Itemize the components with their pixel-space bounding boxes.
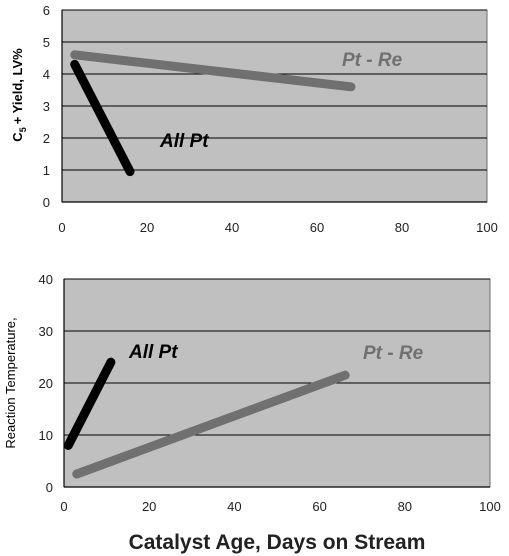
gridlines	[63, 278, 490, 488]
series-line-all-pt	[70, 59, 135, 177]
y-axis-title: C5+ Yield, LV%	[10, 48, 28, 142]
series-lines	[63, 357, 350, 479]
tick-labels: 0 20 40 60 80 100 0 1 2 3 4 5 6	[43, 3, 498, 235]
temperature-chart: 0 20 40 60 80 100 0 10 20 30 40 All Pt Pt - Re Reac…	[3, 272, 501, 514]
series-line-pt-re	[70, 50, 356, 92]
y-tick-label: 3	[43, 99, 50, 114]
y-tick-label: 2	[43, 131, 50, 146]
x-tick-label: 40	[227, 499, 241, 514]
series-label: Pt - Re	[342, 50, 403, 71]
y-tick-label: 1	[43, 163, 50, 178]
x-tick-label: 20	[142, 499, 156, 514]
x-axis-title: Catalyst Age, Days on Stream	[129, 531, 426, 554]
y-tick-label: 4	[43, 67, 50, 82]
x-tick-label: 60	[310, 220, 324, 235]
y-tick-label: 30	[39, 324, 53, 339]
series-line-pt-re	[72, 370, 350, 479]
series-label: All Pt	[159, 131, 209, 152]
y-tick-label: 0	[46, 480, 53, 495]
series-line-all-pt	[63, 357, 116, 450]
y-axis-title: Reaction Temperature,	[3, 317, 18, 448]
x-tick-label: 0	[60, 499, 67, 514]
x-tick-label: 80	[398, 499, 412, 514]
y-tick-label: 10	[39, 428, 53, 443]
x-tick-label: 100	[476, 220, 498, 235]
yield-chart: 0 20 40 60 80 100 0 1 2 3 4 5 6 All Pt Pt - Re C5+ Yi…	[10, 3, 498, 235]
x-tick-label: 20	[140, 220, 154, 235]
x-tick-label: 0	[58, 220, 65, 235]
series-lines	[70, 50, 356, 177]
x-tick-label: 80	[395, 220, 409, 235]
series-label: All Pt	[128, 342, 178, 363]
tick-labels: 0 20 40 60 80 100 0 10 20 30 40	[39, 272, 501, 514]
y-tick-label: 6	[43, 3, 50, 18]
y-tick-label: 0	[43, 195, 50, 210]
y-tick-label: 40	[39, 272, 53, 287]
y-tick-label: 20	[39, 376, 53, 391]
series-labels: All Pt Pt - Re	[159, 50, 403, 152]
x-tick-label: 100	[479, 499, 501, 514]
y-tick-label: 5	[43, 35, 50, 50]
x-tick-label: 60	[312, 499, 326, 514]
x-tick-label: 40	[225, 220, 239, 235]
series-labels: All Pt Pt - Re	[128, 342, 424, 364]
series-label: Pt - Re	[363, 343, 424, 364]
